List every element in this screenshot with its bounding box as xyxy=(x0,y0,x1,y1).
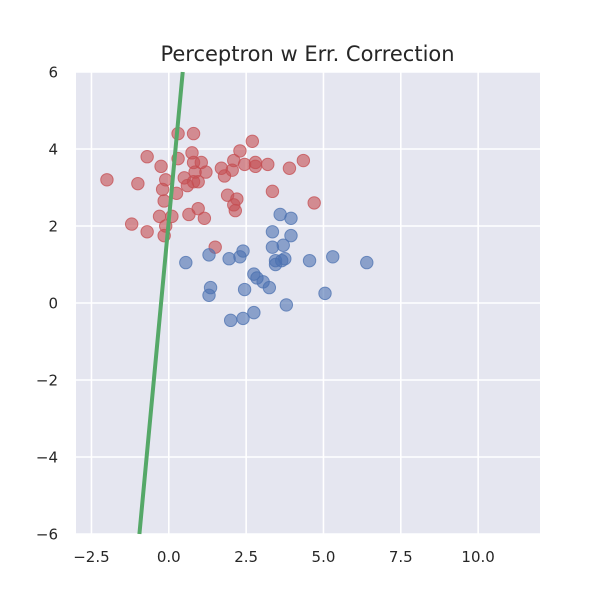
x-tick-label: 0.0 xyxy=(157,548,181,566)
data-point xyxy=(228,203,243,218)
data-point xyxy=(186,126,201,141)
data-point xyxy=(265,225,280,239)
data-point xyxy=(248,155,263,170)
data-point xyxy=(360,255,374,270)
x-tick-label: 7.5 xyxy=(389,548,413,566)
data-point xyxy=(265,184,280,199)
x-tick-label: 10.0 xyxy=(461,548,494,566)
data-point xyxy=(223,313,238,328)
data-point xyxy=(302,253,317,268)
data-point xyxy=(199,165,213,179)
data-point xyxy=(233,144,247,158)
data-point xyxy=(296,153,311,168)
data-point xyxy=(236,244,250,258)
data-point xyxy=(245,134,260,149)
grid-lines xyxy=(76,71,540,535)
data-point xyxy=(159,173,173,187)
data-point xyxy=(154,159,168,174)
data-point xyxy=(261,157,275,172)
data-point xyxy=(124,217,139,231)
data-point xyxy=(202,288,216,302)
chart-title: Perceptron w Err. Correction xyxy=(160,42,455,66)
data-point xyxy=(140,150,154,164)
data-point xyxy=(262,280,277,295)
data-point xyxy=(278,252,292,266)
y-tick-label: 0 xyxy=(48,295,58,313)
data-point xyxy=(237,282,252,297)
data-point xyxy=(279,298,294,312)
y-tick-label: −2 xyxy=(36,372,58,390)
y-axis-ticks: 6 4 2 0 −2 −4 −6 xyxy=(36,64,58,544)
y-tick-label: 2 xyxy=(48,218,58,236)
y-tick-label: 6 xyxy=(48,64,58,82)
data-point xyxy=(307,196,321,210)
data-point xyxy=(202,248,216,262)
data-point xyxy=(191,175,205,189)
data-point xyxy=(318,286,332,301)
data-point xyxy=(191,201,205,216)
data-points xyxy=(100,126,374,328)
x-axis-ticks: −2.5 0.0 2.5 5.0 7.5 10.0 xyxy=(73,548,495,566)
data-point xyxy=(197,211,212,226)
data-point xyxy=(237,157,252,172)
data-point xyxy=(265,240,280,254)
data-point xyxy=(282,161,297,175)
data-point xyxy=(222,252,236,266)
y-tick-label: 4 xyxy=(48,141,58,159)
data-point xyxy=(230,192,244,206)
x-tick-label: 2.5 xyxy=(234,548,258,566)
data-point xyxy=(326,250,340,264)
boundary-line xyxy=(137,71,185,535)
data-point xyxy=(284,211,298,226)
data-point xyxy=(247,305,261,320)
decision-boundary xyxy=(137,71,185,535)
data-point xyxy=(179,255,193,270)
data-point xyxy=(236,311,250,326)
y-tick-label: −4 xyxy=(36,449,58,467)
data-point xyxy=(100,173,114,187)
x-tick-label: −2.5 xyxy=(73,548,109,566)
y-tick-label: −6 xyxy=(36,526,58,544)
data-point xyxy=(276,238,290,252)
data-point xyxy=(131,176,145,191)
data-point xyxy=(284,228,298,243)
x-tick-label: 5.0 xyxy=(312,548,336,566)
data-point xyxy=(140,225,154,239)
